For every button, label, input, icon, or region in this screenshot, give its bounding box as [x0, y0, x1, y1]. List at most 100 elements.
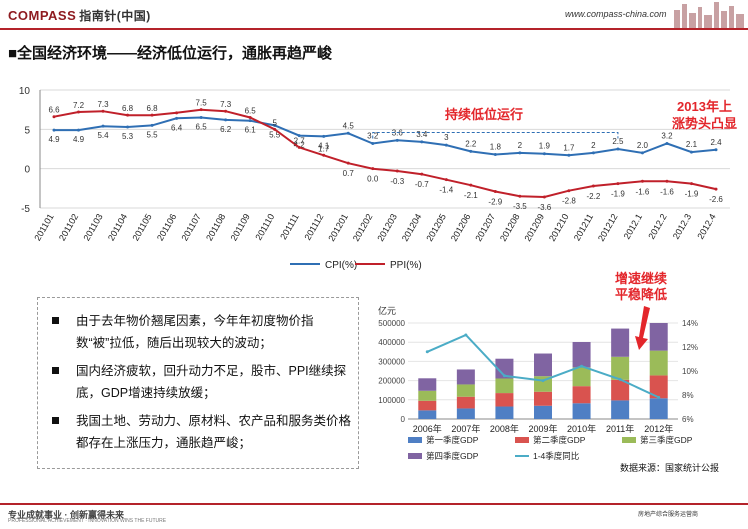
- data-label: 2: [518, 141, 523, 150]
- data-label: 7.3: [97, 100, 109, 109]
- data-label: 4.9: [73, 135, 85, 144]
- footer-divider: [0, 503, 748, 505]
- y-tick-label: 0: [401, 415, 406, 424]
- data-label: 3.2: [661, 131, 673, 140]
- data-label: 4.1: [318, 141, 330, 150]
- bullet-text: 由于去年物价翘尾因素，今年年初度物价指数“被”拉低，随后出现较大的波动；: [76, 314, 314, 350]
- data-label: 2.0: [637, 141, 649, 150]
- data-point: [297, 134, 301, 138]
- y2-tick-label: 14%: [682, 319, 698, 328]
- data-label: -0.7: [415, 180, 429, 189]
- data-label: 7.2: [73, 101, 85, 110]
- x-tick-label: 201103: [81, 212, 104, 242]
- x-tick-label: 201104: [106, 212, 129, 242]
- data-label: 2.1: [686, 140, 698, 149]
- data-point: [273, 127, 277, 131]
- bullet-item: 由于去年物价翘尾因素，今年年初度物价指数“被”拉低，随后出现较大的波动；: [52, 310, 352, 354]
- compass-logo: COMPASS 指南针(中国): [8, 7, 151, 24]
- data-point: [518, 151, 522, 155]
- y-tick-label: 5: [24, 125, 30, 136]
- data-point: [665, 179, 669, 183]
- x-tick-label: 201204: [400, 212, 424, 243]
- data-point: [150, 123, 154, 127]
- data-point: [248, 119, 252, 123]
- data-label: 0.0: [367, 175, 379, 184]
- bar-segment: [611, 328, 630, 357]
- gdp-stacked-bar-chart: 亿元 0 100000 200000 300000 400000 500000 6% 8% 10%…: [378, 305, 698, 461]
- data-label: 6.8: [147, 104, 159, 113]
- data-point: [199, 116, 203, 120]
- bar-segment: [572, 342, 591, 368]
- data-label: 1.7: [563, 143, 575, 152]
- legend-label: 第一季度GDP: [426, 435, 479, 445]
- logo-text: COMPASS: [8, 8, 77, 23]
- y-tick-label: 10: [19, 86, 31, 97]
- x-tick-label: 201209: [522, 212, 546, 243]
- y2-tick-label: 8%: [682, 391, 694, 400]
- data-point: [77, 128, 81, 132]
- data-point: [297, 145, 301, 149]
- legend-label-cpi: CPI(%): [325, 260, 357, 271]
- data-point: [542, 195, 546, 199]
- bar-segment: [456, 408, 475, 419]
- data-point: [224, 118, 228, 122]
- data-point: [567, 189, 571, 193]
- data-label: -2.1: [464, 191, 478, 200]
- legend-swatch: [408, 453, 422, 459]
- x-tick-label: 201102: [57, 212, 80, 242]
- data-label: 2.2: [465, 139, 477, 148]
- bar-segment: [611, 400, 630, 419]
- data-point: [248, 116, 252, 120]
- y-tick-label: -5: [21, 204, 30, 215]
- data-label: -2.8: [562, 197, 576, 206]
- skyline-icon: [674, 2, 744, 28]
- data-label: 5.5: [269, 130, 281, 139]
- bullet-item: 我国土地、劳动力、原材料、农产品和服务类价格都存在上涨压力，通胀趋严峻；: [52, 410, 352, 454]
- annotation-low-run: 持续低位运行: [445, 107, 524, 122]
- x-tick-label: 2009年: [528, 423, 557, 434]
- x-tick-label: 201108: [204, 212, 227, 242]
- data-label: 2.7: [294, 136, 306, 145]
- data-point: [640, 151, 644, 155]
- x-tick-label: 2012.3: [671, 212, 693, 241]
- x-tick-label: 2011年: [606, 423, 634, 434]
- bar-segment: [456, 396, 475, 409]
- data-point: [175, 116, 179, 120]
- growth-point: [541, 379, 545, 383]
- x-tick-label: 2012.2: [646, 212, 668, 241]
- data-label: 5.3: [122, 132, 134, 141]
- data-point: [322, 134, 326, 138]
- data-point: [52, 115, 56, 119]
- data-label: 2.5: [612, 137, 624, 146]
- data-point: [591, 151, 595, 155]
- bar-segment: [495, 406, 514, 419]
- legend-label: 第四季度GDP: [426, 451, 479, 461]
- annotation-rise-line1: 2013年上: [677, 99, 732, 114]
- x-tick-label: 201101: [32, 212, 55, 242]
- data-label: 6.8: [122, 104, 134, 113]
- data-label: -2.6: [709, 195, 723, 204]
- data-point: [150, 113, 154, 117]
- data-point: [395, 169, 399, 173]
- website-url: www.compass-china.com: [565, 9, 667, 19]
- bar-segment: [534, 391, 552, 406]
- x-tick-label: 201111: [278, 212, 301, 241]
- data-point: [714, 187, 718, 191]
- legend-label-ppi: PPI(%): [390, 260, 422, 271]
- logo-cn: 指南针(中国): [79, 9, 151, 23]
- series-line-cpi: [54, 116, 717, 157]
- data-label: 4.2: [294, 141, 306, 150]
- x-tick-label: 2007年: [451, 423, 480, 434]
- data-point: [493, 189, 497, 193]
- footer-slogan-en: PROFESSIONAL ACHIEVEMENT · INNOVATION WI…: [8, 518, 167, 524]
- data-label: 7.5: [196, 99, 208, 108]
- data-point: [493, 153, 497, 157]
- legend-swatch: [515, 437, 529, 443]
- data-label: -1.4: [439, 186, 453, 195]
- data-point: [199, 108, 203, 112]
- data-label: 6.4: [171, 123, 183, 132]
- bullet-square-icon: [52, 367, 59, 374]
- x-tick-label: 201106: [155, 212, 178, 242]
- bar-segment: [572, 386, 591, 404]
